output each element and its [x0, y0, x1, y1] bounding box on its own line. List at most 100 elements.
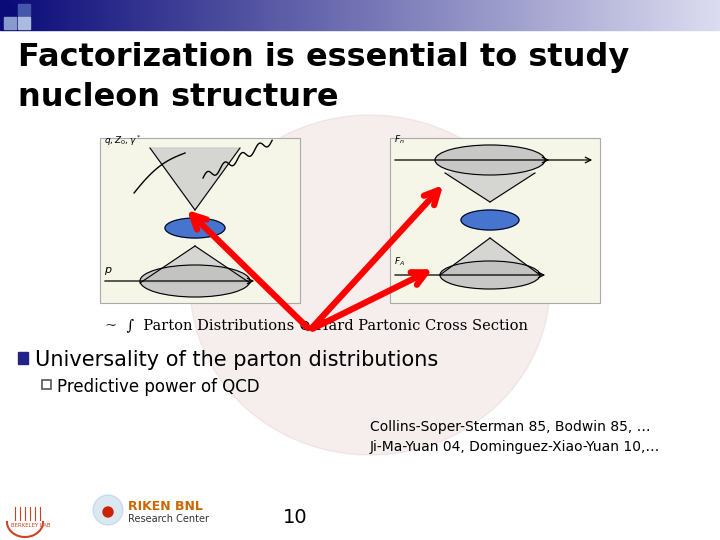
- Bar: [673, 0, 677, 30]
- Bar: [306, 0, 310, 30]
- Bar: [472, 0, 475, 30]
- Text: 10: 10: [283, 508, 307, 527]
- Bar: [302, 0, 306, 30]
- Bar: [79, 0, 83, 30]
- Bar: [666, 0, 670, 30]
- Bar: [295, 0, 299, 30]
- Bar: [256, 0, 259, 30]
- Bar: [187, 0, 191, 30]
- Text: Ji-Ma-Yuan 04, Dominguez-Xiao-Yuan 10,…: Ji-Ma-Yuan 04, Dominguez-Xiao-Yuan 10,…: [370, 440, 660, 454]
- Text: Research Center: Research Center: [128, 514, 209, 524]
- Bar: [65, 0, 68, 30]
- Bar: [342, 0, 346, 30]
- Text: Universality of the parton distributions: Universality of the parton distributions: [35, 350, 438, 370]
- Bar: [346, 0, 349, 30]
- Bar: [169, 0, 173, 30]
- Bar: [313, 0, 317, 30]
- Ellipse shape: [140, 265, 250, 297]
- Bar: [101, 0, 104, 30]
- Bar: [140, 0, 144, 30]
- Bar: [612, 0, 616, 30]
- Bar: [576, 0, 580, 30]
- Polygon shape: [150, 148, 240, 210]
- Bar: [691, 0, 695, 30]
- Bar: [637, 0, 641, 30]
- Bar: [241, 0, 245, 30]
- Bar: [684, 0, 688, 30]
- Bar: [209, 0, 212, 30]
- Text: nucleon structure: nucleon structure: [18, 82, 338, 113]
- Bar: [88, 490, 233, 528]
- Bar: [119, 0, 122, 30]
- Bar: [450, 0, 454, 30]
- Ellipse shape: [190, 115, 550, 455]
- Bar: [227, 0, 230, 30]
- Bar: [446, 0, 450, 30]
- Bar: [390, 138, 600, 303]
- Text: Collins-Soper-Sterman 85, Bodwin 85, …: Collins-Soper-Sterman 85, Bodwin 85, …: [370, 420, 651, 434]
- Bar: [42, 380, 51, 389]
- Bar: [709, 0, 713, 30]
- Bar: [292, 0, 295, 30]
- Bar: [223, 0, 227, 30]
- Bar: [655, 0, 659, 30]
- Bar: [61, 0, 65, 30]
- Bar: [443, 0, 446, 30]
- Bar: [389, 0, 392, 30]
- Bar: [356, 0, 360, 30]
- Bar: [324, 0, 328, 30]
- Bar: [580, 0, 583, 30]
- Polygon shape: [140, 246, 250, 283]
- Bar: [4, 17, 16, 29]
- Bar: [504, 0, 508, 30]
- Bar: [601, 0, 605, 30]
- Bar: [698, 0, 702, 30]
- Bar: [72, 0, 76, 30]
- Bar: [457, 0, 461, 30]
- Bar: [659, 0, 662, 30]
- Bar: [353, 0, 356, 30]
- Bar: [94, 0, 97, 30]
- Bar: [7, 0, 11, 30]
- Bar: [608, 0, 612, 30]
- Bar: [400, 0, 403, 30]
- Text: ~  ∫  Parton Distributions ⊗ Hard Partonic Cross Section: ~ ∫ Parton Distributions ⊗ Hard Partonic…: [105, 318, 528, 332]
- Bar: [173, 0, 176, 30]
- Bar: [133, 0, 137, 30]
- Bar: [475, 0, 479, 30]
- Bar: [713, 0, 716, 30]
- Bar: [688, 0, 691, 30]
- Bar: [310, 0, 313, 30]
- Bar: [148, 0, 151, 30]
- Bar: [536, 0, 540, 30]
- Bar: [461, 0, 464, 30]
- Bar: [83, 0, 86, 30]
- Bar: [706, 0, 709, 30]
- Bar: [328, 0, 331, 30]
- Bar: [619, 0, 623, 30]
- Bar: [468, 0, 472, 30]
- Bar: [29, 0, 32, 30]
- Bar: [526, 0, 529, 30]
- Bar: [421, 0, 425, 30]
- Bar: [100, 138, 300, 303]
- Bar: [702, 0, 706, 30]
- Bar: [234, 0, 238, 30]
- Bar: [623, 0, 626, 30]
- Bar: [176, 0, 180, 30]
- Bar: [194, 0, 198, 30]
- Polygon shape: [440, 238, 540, 275]
- Bar: [479, 0, 482, 30]
- Bar: [605, 0, 608, 30]
- Text: BERKELEY LAB: BERKELEY LAB: [11, 523, 50, 528]
- Bar: [630, 0, 634, 30]
- Bar: [112, 0, 115, 30]
- Bar: [144, 0, 148, 30]
- Bar: [14, 0, 18, 30]
- Bar: [436, 0, 439, 30]
- Bar: [515, 0, 518, 30]
- Text: RIKEN BNL: RIKEN BNL: [128, 500, 203, 513]
- Bar: [371, 0, 374, 30]
- Bar: [32, 0, 36, 30]
- Bar: [616, 0, 619, 30]
